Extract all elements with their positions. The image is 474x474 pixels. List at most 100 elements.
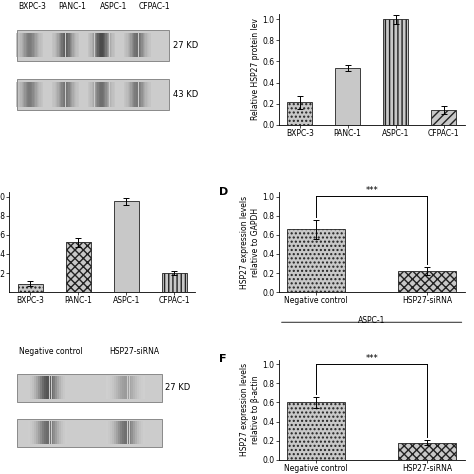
Bar	[24, 33, 26, 57]
Bar	[132, 82, 133, 107]
Bar	[64, 82, 65, 107]
Bar	[59, 421, 61, 444]
Bar	[97, 33, 99, 57]
Bar	[66, 243, 91, 292]
Bar	[126, 421, 128, 444]
Bar	[42, 376, 44, 399]
Bar	[44, 376, 46, 399]
Bar	[124, 33, 125, 57]
Bar	[130, 82, 132, 107]
Bar	[71, 33, 73, 57]
Text: CFPAC-1: CFPAC-1	[138, 2, 170, 11]
Bar	[30, 376, 32, 399]
Bar	[135, 33, 136, 57]
Bar	[92, 82, 93, 107]
Bar	[128, 376, 129, 399]
Bar	[99, 82, 100, 107]
Bar	[104, 33, 105, 57]
Bar	[57, 82, 59, 107]
Bar	[74, 33, 75, 57]
Bar	[57, 33, 59, 57]
Text: D: D	[219, 187, 228, 197]
X-axis label: ASPC-1: ASPC-1	[358, 317, 385, 326]
Bar	[76, 82, 78, 107]
Bar	[19, 33, 20, 57]
Bar	[143, 421, 145, 444]
Bar	[18, 82, 19, 107]
Bar	[116, 421, 118, 444]
Bar	[112, 82, 114, 107]
Bar	[141, 82, 143, 107]
Bar	[55, 421, 57, 444]
Bar	[141, 33, 143, 57]
Bar	[114, 33, 115, 57]
Bar	[70, 33, 71, 57]
Bar	[287, 102, 312, 125]
Bar	[64, 33, 65, 57]
Bar	[16, 82, 18, 107]
Bar	[114, 376, 116, 399]
Bar	[136, 376, 137, 399]
Bar	[88, 33, 89, 57]
Bar	[431, 110, 456, 125]
Bar	[122, 421, 124, 444]
Bar	[122, 376, 124, 399]
Bar	[106, 376, 108, 399]
Bar	[107, 33, 108, 57]
Bar	[146, 33, 148, 57]
Bar	[148, 82, 149, 107]
Bar	[63, 421, 65, 444]
Bar	[133, 82, 134, 107]
Bar	[42, 33, 43, 57]
Text: 27 KD: 27 KD	[165, 383, 191, 392]
Bar	[129, 33, 130, 57]
Bar	[124, 82, 125, 107]
Bar	[141, 421, 143, 444]
Bar	[40, 421, 42, 444]
Bar	[57, 421, 59, 444]
Text: F: F	[219, 355, 227, 365]
Bar	[47, 421, 49, 444]
Bar	[128, 33, 129, 57]
Bar	[38, 421, 40, 444]
Bar	[139, 376, 141, 399]
Bar	[107, 82, 108, 107]
Bar	[40, 376, 42, 399]
Bar	[148, 33, 149, 57]
Bar	[23, 82, 24, 107]
Bar	[18, 283, 43, 292]
Bar	[132, 33, 133, 57]
Text: Negative control: Negative control	[18, 347, 82, 356]
Bar	[97, 82, 99, 107]
Bar	[144, 33, 145, 57]
Bar	[60, 33, 62, 57]
Bar	[22, 82, 23, 107]
Bar	[34, 376, 36, 399]
Bar	[39, 82, 41, 107]
Bar	[41, 33, 42, 57]
Bar	[52, 33, 53, 57]
Bar	[62, 33, 63, 57]
Bar	[126, 376, 128, 399]
Bar	[146, 82, 148, 107]
Bar	[140, 82, 141, 107]
Bar	[139, 421, 141, 444]
Bar	[63, 33, 64, 57]
Bar	[30, 421, 32, 444]
Bar	[59, 82, 60, 107]
Bar	[68, 33, 70, 57]
Bar	[55, 33, 56, 57]
Bar	[18, 33, 19, 57]
Bar	[129, 421, 131, 444]
Bar	[36, 82, 38, 107]
Bar	[108, 82, 109, 107]
Bar	[162, 273, 187, 292]
Bar	[111, 33, 112, 57]
Bar	[112, 421, 114, 444]
Bar	[27, 33, 28, 57]
Bar	[46, 421, 47, 444]
Bar	[130, 33, 132, 57]
Bar	[143, 376, 145, 399]
Bar	[114, 82, 115, 107]
Bar	[52, 421, 54, 444]
